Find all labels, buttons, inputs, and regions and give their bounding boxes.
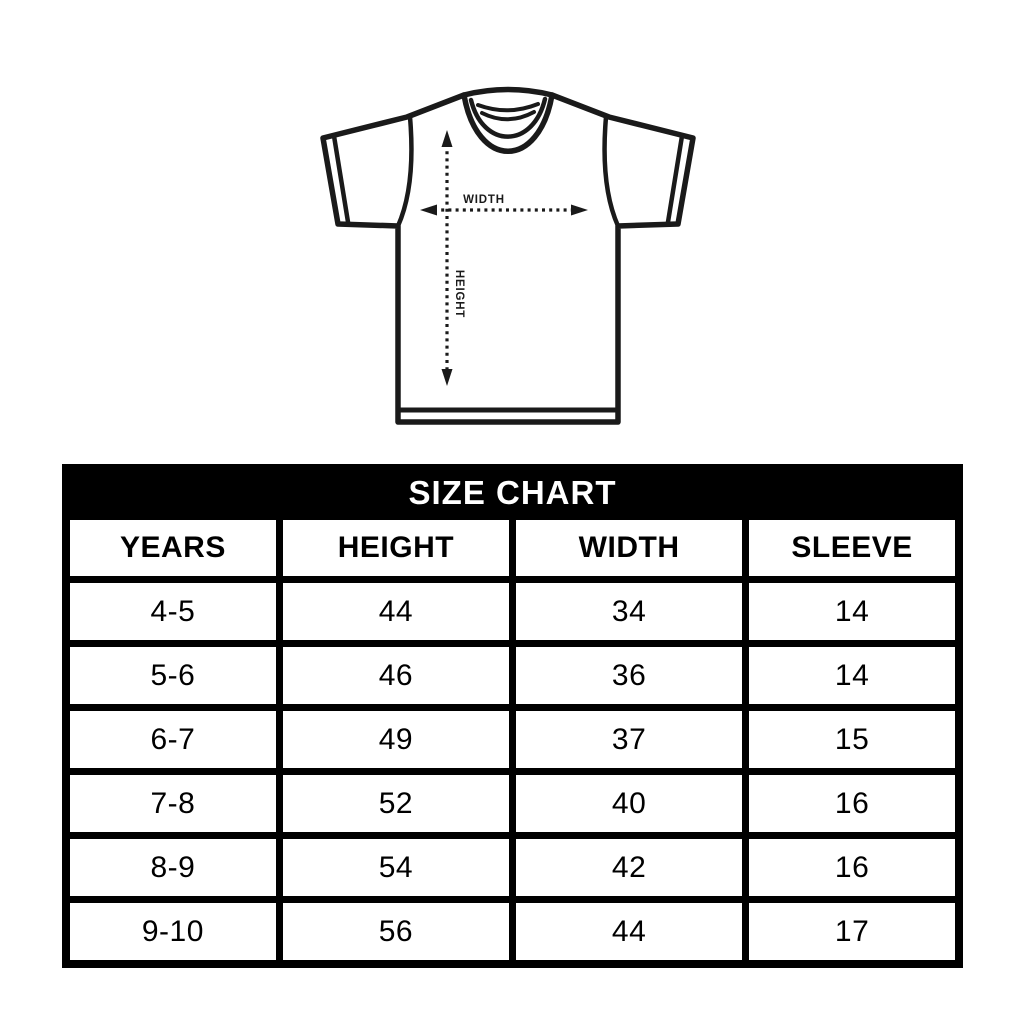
table-cell: 17 xyxy=(749,903,955,960)
table-cell: 7-8 xyxy=(70,775,276,832)
table-cell: 37 xyxy=(515,711,743,768)
table-cell: 56 xyxy=(282,903,509,960)
table-cell: 16 xyxy=(749,839,955,896)
size-chart-title: SIZE CHART xyxy=(70,472,955,513)
left-cuff-line xyxy=(331,133,351,225)
width-label: WIDTH xyxy=(463,194,505,206)
collar-back-line-2 xyxy=(480,110,536,122)
size-chart-table: SIZE CHART YEARS HEIGHT WIDTH SLEEVE 4-5… xyxy=(62,464,963,968)
table-cell: 14 xyxy=(749,647,955,704)
right-cuff-line xyxy=(665,133,685,225)
width-arrowhead-right xyxy=(571,204,588,216)
tshirt-outline xyxy=(320,86,696,425)
table-cell: 5-6 xyxy=(70,647,276,704)
column-header-height: HEIGHT xyxy=(282,520,509,576)
left-armhole-seam xyxy=(395,114,414,229)
right-armhole-seam xyxy=(602,114,621,229)
table-cell: 4-5 xyxy=(70,583,276,640)
table-cell: 42 xyxy=(515,839,743,896)
table-cell: 54 xyxy=(282,839,509,896)
table-cell: 46 xyxy=(282,647,509,704)
table-cell: 6-7 xyxy=(70,711,276,768)
height-arrowhead-top xyxy=(441,130,453,147)
table-cell: 44 xyxy=(282,583,509,640)
table-cell: 36 xyxy=(515,647,743,704)
tshirt-diagram: WIDTH HEIGHT xyxy=(310,84,704,430)
column-header-sleeve: SLEEVE xyxy=(749,520,955,576)
table-cell: 40 xyxy=(515,775,743,832)
column-header-width: WIDTH xyxy=(515,520,743,576)
table-cell: 9-10 xyxy=(70,903,276,960)
table-cell: 49 xyxy=(282,711,509,768)
table-cell: 16 xyxy=(749,775,955,832)
tshirt-drawing: WIDTH HEIGHT xyxy=(320,86,696,425)
table-cell: 34 xyxy=(515,583,743,640)
table-cell: 44 xyxy=(515,903,743,960)
collar-inner-arc xyxy=(468,96,548,139)
table-cell: 52 xyxy=(282,775,509,832)
collar-back-line-1 xyxy=(476,102,540,113)
height-label: HEIGHT xyxy=(453,270,465,318)
height-arrowhead-bottom xyxy=(441,369,453,386)
width-arrowhead-left xyxy=(420,204,437,216)
table-cell: 15 xyxy=(749,711,955,768)
table-cell: 8-9 xyxy=(70,839,276,896)
table-cell: 14 xyxy=(749,583,955,640)
column-header-years: YEARS xyxy=(70,520,276,576)
collar-outer-arc xyxy=(461,92,555,154)
